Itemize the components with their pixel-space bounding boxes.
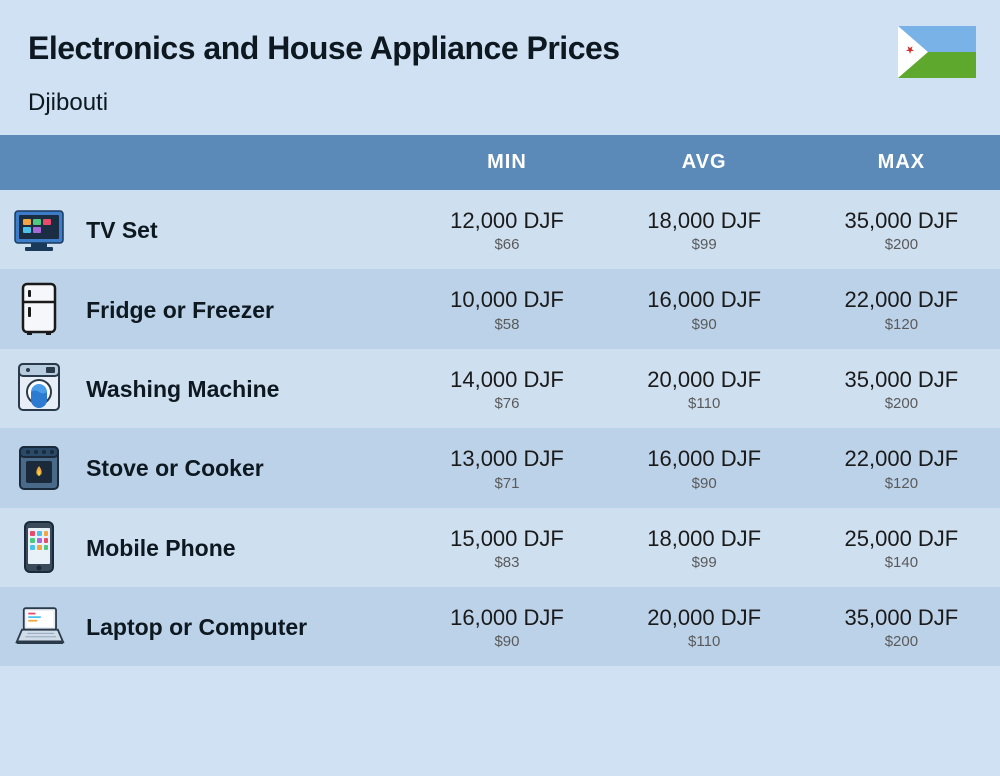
row-max: 22,000 DJF $120 (803, 269, 1000, 348)
row-min: 14,000 DJF $76 (408, 349, 605, 428)
row-avg: 18,000 DJF $99 (606, 190, 803, 269)
washer-icon (13, 362, 65, 414)
price-sub: $99 (614, 554, 795, 571)
row-name: Fridge or Freezer (78, 269, 408, 348)
price-main: 16,000 DJF (416, 605, 597, 631)
tv-icon (13, 204, 65, 256)
header-icon-col (0, 135, 78, 190)
header-min: MIN (408, 135, 605, 190)
flag-icon (898, 26, 976, 83)
page-subtitle: Djibouti (28, 89, 972, 117)
row-avg: 20,000 DJF $110 (606, 349, 803, 428)
row-icon-cell (0, 508, 78, 587)
price-sub: $83 (416, 554, 597, 571)
price-main: 35,000 DJF (811, 605, 992, 631)
price-sub: $140 (811, 554, 992, 571)
price-sub: $99 (614, 236, 795, 253)
price-main: 14,000 DJF (416, 367, 597, 393)
header-avg: AVG (606, 135, 803, 190)
price-table: MIN AVG MAX TV Set 12,000 DJF $66 18,000 … (0, 135, 1000, 666)
row-min: 10,000 DJF $58 (408, 269, 605, 348)
price-sub: $66 (416, 236, 597, 253)
row-name: Stove or Cooker (78, 428, 408, 507)
row-name: TV Set (78, 190, 408, 269)
price-main: 20,000 DJF (614, 605, 795, 631)
price-sub: $58 (416, 316, 597, 333)
price-sub: $200 (811, 395, 992, 412)
row-max: 25,000 DJF $140 (803, 508, 1000, 587)
price-sub: $71 (416, 475, 597, 492)
row-min: 15,000 DJF $83 (408, 508, 605, 587)
price-main: 16,000 DJF (614, 287, 795, 313)
price-sub: $76 (416, 395, 597, 412)
table-row: Washing Machine 14,000 DJF $76 20,000 DJF… (0, 349, 1000, 428)
price-main: 18,000 DJF (614, 208, 795, 234)
price-sub: $120 (811, 316, 992, 333)
table-row: Fridge or Freezer 10,000 DJF $58 16,000 D… (0, 269, 1000, 348)
row-name: Washing Machine (78, 349, 408, 428)
table-row: TV Set 12,000 DJF $66 18,000 DJF $99 35,00… (0, 190, 1000, 269)
row-icon-cell (0, 428, 78, 507)
price-main: 35,000 DJF (811, 208, 992, 234)
price-main: 22,000 DJF (811, 446, 992, 472)
price-main: 16,000 DJF (614, 446, 795, 472)
price-sub: $90 (416, 633, 597, 650)
price-main: 10,000 DJF (416, 287, 597, 313)
row-icon-cell (0, 269, 78, 348)
row-avg: 20,000 DJF $110 (606, 587, 803, 666)
row-max: 35,000 DJF $200 (803, 349, 1000, 428)
price-main: 35,000 DJF (811, 367, 992, 393)
row-max: 35,000 DJF $200 (803, 190, 1000, 269)
header-name-col (78, 135, 408, 190)
row-icon-cell (0, 349, 78, 428)
price-main: 12,000 DJF (416, 208, 597, 234)
row-avg: 18,000 DJF $99 (606, 508, 803, 587)
page-title: Electronics and House Appliance Prices (28, 30, 972, 67)
row-max: 35,000 DJF $200 (803, 587, 1000, 666)
price-sub: $110 (614, 633, 795, 650)
row-min: 12,000 DJF $66 (408, 190, 605, 269)
page-header: Electronics and House Appliance Prices D… (0, 0, 1000, 135)
row-min: 16,000 DJF $90 (408, 587, 605, 666)
price-sub: $200 (811, 236, 992, 253)
laptop-icon (13, 601, 65, 653)
price-main: 22,000 DJF (811, 287, 992, 313)
row-name: Mobile Phone (78, 508, 408, 587)
row-icon-cell (0, 190, 78, 269)
price-sub: $120 (811, 475, 992, 492)
price-main: 18,000 DJF (614, 526, 795, 552)
table-row: Laptop or Computer 16,000 DJF $90 20,000 … (0, 587, 1000, 666)
row-min: 13,000 DJF $71 (408, 428, 605, 507)
row-avg: 16,000 DJF $90 (606, 428, 803, 507)
row-icon-cell (0, 587, 78, 666)
row-max: 22,000 DJF $120 (803, 428, 1000, 507)
price-main: 20,000 DJF (614, 367, 795, 393)
stove-icon (13, 442, 65, 494)
table-row: Stove or Cooker 13,000 DJF $71 16,000 DJF… (0, 428, 1000, 507)
price-sub: $90 (614, 316, 795, 333)
price-main: 25,000 DJF (811, 526, 992, 552)
price-sub: $200 (811, 633, 992, 650)
price-main: 15,000 DJF (416, 526, 597, 552)
fridge-icon (13, 283, 65, 335)
phone-icon (13, 521, 65, 573)
price-sub: $90 (614, 475, 795, 492)
price-sub: $110 (614, 395, 795, 412)
header-max: MAX (803, 135, 1000, 190)
table-row: Mobile Phone 15,000 DJF $83 18,000 DJF $99… (0, 508, 1000, 587)
table-header-row: MIN AVG MAX (0, 135, 1000, 190)
price-main: 13,000 DJF (416, 446, 597, 472)
row-avg: 16,000 DJF $90 (606, 269, 803, 348)
row-name: Laptop or Computer (78, 587, 408, 666)
